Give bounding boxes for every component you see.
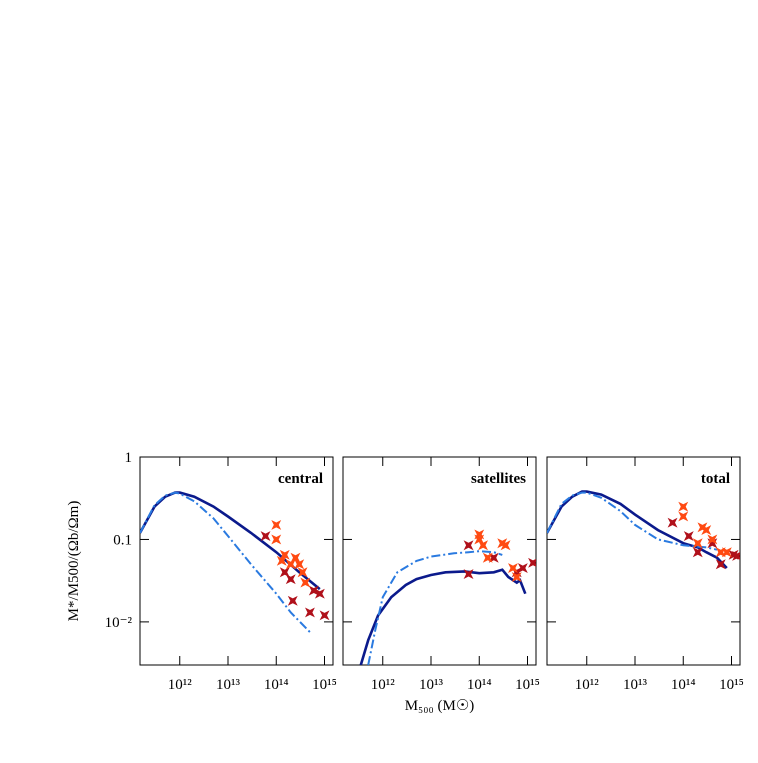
data-point — [715, 559, 726, 570]
data-point — [305, 607, 315, 618]
data-point — [721, 547, 732, 558]
plot-frame — [139, 456, 334, 666]
panel-label: satellites — [471, 471, 526, 487]
data-point — [285, 559, 296, 570]
data-point — [319, 610, 330, 621]
curve — [367, 550, 503, 665]
x-tick-label: 10¹⁵ — [312, 677, 337, 693]
data-point — [508, 563, 518, 573]
data-point — [463, 569, 474, 579]
data-point — [678, 511, 689, 522]
data-point — [290, 552, 301, 563]
curve — [140, 491, 321, 591]
x-tick-label: 10¹³ — [419, 677, 443, 693]
y-tick-label: 1 — [125, 450, 133, 466]
curve — [359, 568, 527, 665]
data-point — [260, 531, 271, 541]
data-point — [271, 534, 282, 545]
x-tick-label: 10¹⁴ — [264, 677, 289, 693]
plot-area — [359, 529, 536, 665]
data-point — [732, 551, 740, 561]
data-point — [678, 501, 689, 512]
x-tick-label: 10¹³ — [623, 677, 647, 693]
data-point — [478, 540, 488, 551]
data-point — [279, 549, 290, 560]
data-point — [683, 531, 694, 541]
data-point — [314, 588, 325, 599]
data-point — [692, 547, 703, 558]
x-tick-label: 10¹⁴ — [467, 677, 492, 693]
data-point — [707, 534, 718, 545]
data-point — [308, 585, 319, 596]
data-point — [474, 534, 485, 545]
y-tick-label: 0.1 — [113, 532, 132, 548]
plot-area — [547, 490, 740, 570]
x-tick-label: 10¹² — [371, 677, 395, 693]
x-tick-label: 10¹⁵ — [515, 677, 540, 693]
data-point — [285, 574, 296, 585]
data-point — [517, 563, 528, 573]
data-point — [294, 559, 305, 570]
panel-label: total — [701, 471, 730, 487]
data-point — [500, 540, 511, 551]
data-point — [701, 525, 712, 535]
x-tick-label: 10¹² — [575, 677, 599, 693]
data-point — [692, 538, 703, 549]
data-point — [482, 552, 493, 563]
x-tick-label: 10¹³ — [216, 677, 240, 693]
curve — [140, 491, 311, 633]
panel-label: central — [278, 471, 323, 487]
data-point — [271, 520, 282, 530]
data-point — [528, 557, 536, 568]
data-point — [276, 555, 287, 566]
data-point — [463, 540, 474, 551]
y-tick-label: 10⁻² — [105, 615, 133, 631]
data-point — [297, 567, 308, 578]
plot-area — [140, 491, 330, 633]
data-point — [300, 577, 311, 588]
data-point — [287, 595, 298, 606]
data-point — [667, 517, 678, 528]
plot-frame — [546, 456, 741, 666]
y-axis-label: M*/M500/(Ωb/Ωm) — [66, 501, 82, 622]
x-tick-label: 10¹⁴ — [671, 677, 696, 693]
x-tick-label: 10¹⁵ — [719, 677, 744, 693]
curve — [547, 491, 718, 551]
data-point — [511, 572, 522, 582]
x-axis-label: M₅₀₀ (M☉) — [405, 698, 475, 714]
x-tick-label: 10¹² — [168, 677, 192, 693]
data-point — [279, 567, 290, 578]
